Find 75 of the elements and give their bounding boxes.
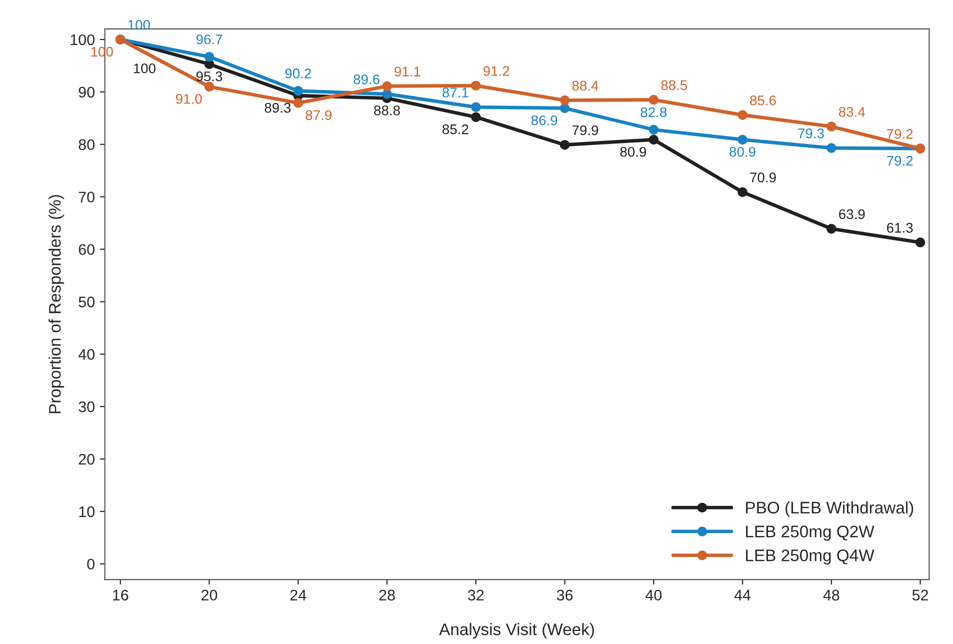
data-label: 82.8 — [640, 107, 667, 118]
x-tick-label: 24 — [290, 590, 306, 600]
data-label: 79.2 — [887, 129, 913, 139]
y-tick-label: 50 — [78, 296, 95, 308]
data-label: 85.6 — [750, 95, 776, 106]
point — [826, 143, 836, 153]
data-label: 85.2 — [442, 124, 468, 134]
x-tick-label: 16 — [113, 590, 128, 601]
y-tick-label: 100 — [70, 34, 95, 46]
data-label: 95.3 — [196, 71, 222, 82]
x-tick-label: 20 — [202, 590, 218, 601]
data-label: 88.8 — [374, 106, 400, 116]
point — [471, 102, 481, 112]
point — [293, 98, 303, 108]
point — [738, 110, 748, 120]
data-label: 79.2 — [887, 156, 913, 166]
y-tick-label: 60 — [78, 244, 95, 255]
data-label: 63.9 — [839, 209, 865, 220]
data-label: 79.3 — [798, 128, 824, 138]
x-tick-label: 32 — [468, 590, 484, 601]
x-tick-label: 36 — [556, 590, 573, 601]
y-tick-label: 20 — [78, 454, 95, 465]
legend-label: LEB 250mg Q2W — [746, 526, 874, 541]
data-label: 100 — [134, 63, 156, 74]
x-tick-label: 40 — [646, 590, 662, 601]
point — [738, 187, 748, 197]
data-label: 86.9 — [531, 115, 558, 126]
x-tick-label: 44 — [734, 590, 751, 600]
data-label: 100 — [128, 20, 150, 30]
y-tick-label: 0 — [87, 558, 95, 570]
data-label: 70.9 — [750, 172, 776, 182]
y-tick-label: 30 — [78, 401, 95, 412]
data-label: 87.1 — [442, 88, 468, 98]
data-label: 80.9 — [620, 146, 646, 157]
point — [648, 94, 659, 105]
x-tick-label: 52 — [912, 590, 928, 601]
y-tick-label: 70 — [78, 192, 95, 202]
x-tick-label: 48 — [823, 590, 840, 601]
point — [826, 122, 836, 132]
data-label: 96.7 — [196, 34, 222, 44]
point — [204, 52, 214, 62]
data-label: 80.9 — [730, 146, 756, 157]
data-label: 61.3 — [887, 222, 913, 233]
data-label: 88.5 — [661, 80, 688, 90]
data-label: 91.1 — [394, 66, 420, 76]
data-label: 83.4 — [838, 106, 865, 117]
data-label: 89.6 — [354, 74, 380, 84]
data-label: 91.2 — [483, 66, 510, 76]
data-label: 91.0 — [176, 94, 202, 104]
point — [738, 134, 748, 144]
x-axis-title: Analysis Visit (Week) — [439, 623, 594, 639]
point — [560, 140, 570, 150]
point — [648, 124, 659, 135]
point — [293, 86, 303, 96]
y-tick-label: 40 — [78, 348, 95, 360]
data-label: 87.9 — [306, 110, 332, 120]
y-tick-label: 10 — [79, 506, 95, 518]
point — [648, 134, 659, 144]
point — [826, 224, 836, 234]
data-label: 89.3 — [264, 102, 291, 113]
y-axis-title: Proportion of Responders (%) — [48, 195, 64, 414]
data-label: 88.4 — [572, 80, 598, 91]
y-tick-label: 90 — [78, 86, 95, 98]
point — [471, 112, 481, 122]
point — [915, 238, 926, 248]
point — [560, 95, 570, 106]
point — [471, 80, 481, 90]
legend-label: PBO (LEB Withdrawal) — [746, 501, 914, 517]
point — [204, 82, 214, 92]
x-tick-label: 28 — [379, 590, 395, 601]
point — [382, 81, 392, 91]
y-tick-label: 80 — [78, 139, 95, 150]
data-label: 90.2 — [285, 68, 311, 78]
legend-label: LEB 250mg Q4W — [746, 550, 874, 565]
data-label: 79.9 — [572, 125, 598, 136]
